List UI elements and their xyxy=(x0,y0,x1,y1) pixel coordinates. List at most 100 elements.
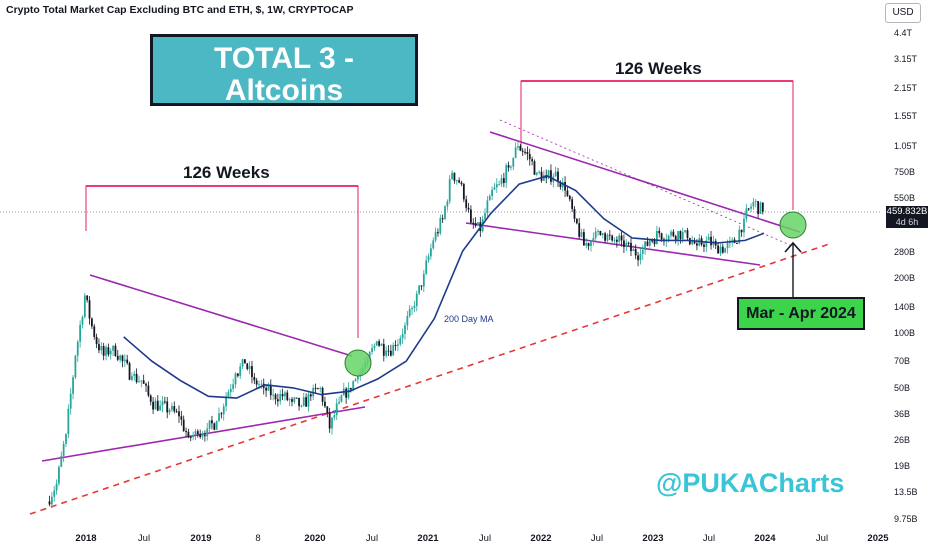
candle-body xyxy=(498,184,501,186)
candle-body xyxy=(291,399,293,402)
candle-body xyxy=(655,230,658,245)
candle-body xyxy=(590,240,592,247)
wedge-upper-1 xyxy=(89,274,353,357)
candle-body xyxy=(559,182,562,188)
candle-body xyxy=(81,317,84,325)
candle-body xyxy=(281,393,284,397)
candle-body xyxy=(679,231,682,239)
candle-body xyxy=(100,345,103,351)
weeks-bracket-right xyxy=(520,80,794,210)
candle-body xyxy=(314,387,317,389)
candle-body xyxy=(672,231,675,237)
candle-body xyxy=(750,206,752,209)
ma-label: 200 Day MA xyxy=(444,314,494,324)
candle-body xyxy=(571,199,574,209)
candle-body xyxy=(618,235,621,242)
candle-body xyxy=(632,249,635,252)
candle-body xyxy=(437,232,439,234)
candle-body xyxy=(460,182,463,185)
candle-body xyxy=(199,434,202,438)
candle-body xyxy=(630,242,632,252)
candle-body xyxy=(415,293,418,307)
candle-body xyxy=(455,180,458,182)
candle-body xyxy=(477,222,479,226)
candle-body xyxy=(345,388,348,398)
candle-body xyxy=(60,455,63,467)
y-tick-label: 26B xyxy=(894,435,910,445)
candle-body xyxy=(187,431,190,437)
candle-body xyxy=(488,195,491,201)
candle-body xyxy=(587,243,590,247)
candle-body xyxy=(597,230,599,232)
candle-body xyxy=(121,355,124,362)
y-tick-label: 200B xyxy=(894,273,915,283)
weeks-label-right: 126 Weeks xyxy=(615,59,702,78)
candle-body xyxy=(667,235,670,240)
candle-body xyxy=(156,400,159,411)
candle-body xyxy=(434,232,437,241)
candle-body xyxy=(726,243,729,249)
candle-body xyxy=(467,207,470,210)
wedge-lower-2 xyxy=(465,222,761,266)
candle-body xyxy=(710,236,712,246)
candle-body xyxy=(613,239,616,241)
candle-body xyxy=(189,436,192,438)
candle-body xyxy=(557,171,559,183)
candle-body xyxy=(161,401,164,406)
candle-body xyxy=(514,147,517,158)
candle-body xyxy=(568,195,571,200)
candle-body xyxy=(444,206,446,219)
candle-body xyxy=(149,395,152,402)
candle-body xyxy=(594,231,597,238)
candle-body xyxy=(326,406,329,413)
y-tick-label: 140B xyxy=(894,302,915,312)
candle-body xyxy=(147,385,150,396)
candle-body xyxy=(102,345,105,356)
candle-body xyxy=(319,387,322,389)
candle-body xyxy=(88,300,91,319)
candle-body xyxy=(615,239,618,242)
x-tick-label: 2022 xyxy=(530,533,551,544)
candle-body xyxy=(580,232,583,237)
candle-body xyxy=(484,213,486,220)
candle-body xyxy=(745,208,748,219)
y-tick-label: 19B xyxy=(894,461,910,471)
candle-body xyxy=(382,343,385,356)
candle-body xyxy=(378,341,380,346)
candle-body xyxy=(625,242,628,247)
y-tick-label: 750B xyxy=(894,167,915,177)
candle-body xyxy=(293,397,296,402)
candle-body xyxy=(178,411,180,417)
candle-body xyxy=(269,384,272,396)
candle-body xyxy=(265,387,267,391)
wedge-upper-2 xyxy=(489,131,801,233)
candle-body xyxy=(180,416,183,420)
candle-body xyxy=(215,420,218,430)
candle-body xyxy=(674,236,677,240)
currency-button[interactable]: USD xyxy=(885,3,921,23)
candle-body xyxy=(123,359,126,362)
candle-body xyxy=(248,366,251,369)
candle-body xyxy=(686,230,689,238)
candle-body xyxy=(392,344,395,356)
candle-body xyxy=(648,240,651,246)
candle-body xyxy=(159,405,162,411)
candle-body xyxy=(331,417,333,429)
candle-body xyxy=(439,218,442,234)
candle-body xyxy=(251,366,253,378)
candle-body xyxy=(302,397,305,406)
candle-body xyxy=(95,336,98,345)
candle-body xyxy=(90,318,93,327)
candle-body xyxy=(583,232,585,246)
weeks-label-left: 126 Weeks xyxy=(183,163,270,182)
candle-body xyxy=(166,401,169,413)
candle-body xyxy=(578,223,581,237)
ma-200-line xyxy=(123,175,765,399)
candle-body xyxy=(420,285,423,287)
candle-body xyxy=(705,240,708,247)
candle-body xyxy=(634,249,637,256)
candle-body xyxy=(298,397,300,407)
candle-body xyxy=(340,395,343,402)
last-price-tag: 459.832B xyxy=(886,206,928,217)
